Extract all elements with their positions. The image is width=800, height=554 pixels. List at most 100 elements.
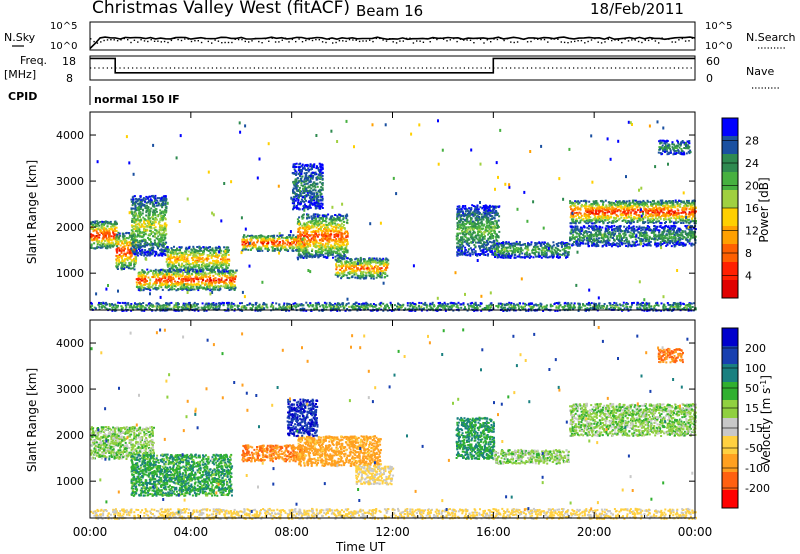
scatter-cell	[288, 245, 291, 247]
scatter-cell	[164, 237, 167, 240]
scatter-cell	[159, 227, 162, 230]
scatter-cell	[368, 260, 371, 263]
scatter-cell	[363, 261, 366, 264]
scatter-cell	[134, 225, 137, 228]
scatter-cell	[365, 262, 367, 265]
scatter-cell	[122, 235, 125, 238]
scatter-cell	[200, 254, 203, 257]
scatter-cell	[226, 261, 229, 264]
scatter-cell	[317, 189, 320, 192]
scatter-cell	[348, 277, 351, 280]
scatter-cell	[487, 238, 490, 241]
scatter-cell	[220, 277, 223, 280]
scatter-cell	[115, 221, 118, 224]
scatter-cell	[338, 272, 341, 275]
scatter-cell	[490, 230, 493, 233]
scatter-cell	[151, 220, 154, 223]
scatter-cell	[141, 250, 144, 253]
scatter-cell	[185, 249, 188, 252]
scatter-cell	[486, 207, 489, 210]
scatter-cell	[150, 222, 153, 225]
scatter-cell	[309, 227, 312, 230]
scatter-cell	[336, 226, 338, 229]
scatter-cell	[110, 223, 113, 225]
scatter-cell	[100, 223, 103, 226]
scatter-cell	[293, 180, 296, 183]
scatter-cell	[153, 221, 156, 224]
scatter-cell	[296, 249, 299, 252]
scatter-cell	[291, 246, 294, 249]
scatter-cell	[130, 252, 132, 255]
scatter-cell	[382, 257, 385, 260]
scatter-cell	[209, 269, 212, 272]
scatter-cell	[192, 256, 195, 259]
scatter-cell	[304, 242, 307, 245]
scatter-cell	[226, 246, 229, 249]
scatter-cell	[466, 243, 469, 246]
scatter-cell	[460, 237, 463, 240]
scatter-cell	[332, 250, 335, 253]
scatter-cell	[130, 210, 133, 213]
scatter-cell	[171, 284, 174, 287]
scatter-cell	[127, 237, 130, 240]
scatter-cell	[483, 243, 485, 246]
scatter-cell	[90, 235, 93, 238]
scatter-cell	[210, 279, 212, 282]
scatter-cell	[311, 193, 314, 196]
scatter-cell	[131, 259, 134, 262]
scatter-cell	[307, 224, 310, 227]
scatter-cell	[180, 253, 183, 256]
scatter-cell	[157, 231, 160, 234]
scatter-cell	[97, 246, 100, 249]
scatter-cell	[153, 276, 156, 278]
scatter-cell	[215, 248, 218, 251]
scatter-cell	[313, 203, 316, 206]
scatter-cell	[299, 194, 302, 197]
scatter-cell	[242, 236, 245, 238]
scatter-cell	[233, 284, 236, 287]
scatter-cell	[326, 251, 329, 253]
scatter-cell	[182, 280, 184, 283]
freq-tick-top: 18	[62, 55, 76, 68]
scatter-cell	[314, 204, 317, 207]
nsearch-point	[244, 40, 246, 43]
scatter-cell	[345, 239, 348, 242]
scatter-cell	[96, 220, 99, 223]
scatter-cell	[289, 234, 292, 237]
scatter-cell	[204, 282, 207, 285]
scatter-cell	[298, 186, 301, 189]
scatter-cell	[292, 190, 295, 193]
scatter-cell	[219, 263, 221, 266]
scatter-cell	[303, 232, 306, 235]
scatter-cell	[461, 246, 464, 249]
scatter-cell	[298, 240, 301, 242]
scatter-cell	[165, 199, 168, 202]
scatter-cell	[137, 203, 140, 206]
scatter-cell	[326, 226, 329, 229]
scatter-cell	[185, 266, 188, 269]
scatter-cell	[486, 222, 489, 225]
scatter-cell	[136, 217, 139, 220]
nsearch-point	[157, 40, 159, 42]
scatter-cell	[161, 210, 164, 213]
scatter-cell	[369, 275, 371, 278]
scatter-cell	[118, 248, 121, 251]
scatter-cell	[133, 246, 135, 249]
nsearch-point	[140, 39, 142, 41]
scatter-cell	[482, 248, 485, 251]
scatter-cell	[136, 226, 138, 229]
scatter-cell	[298, 243, 301, 246]
scatter-cell	[304, 177, 306, 180]
scatter-cell	[343, 248, 346, 251]
scatter-cell	[302, 231, 305, 234]
scatter-cell	[129, 255, 132, 258]
scatter-cell	[146, 220, 149, 223]
scatter-cell	[148, 221, 151, 224]
scatter-cell	[313, 173, 316, 176]
scatter-cell	[320, 244, 322, 247]
scatter-cell	[386, 266, 389, 269]
scatter-cell	[113, 223, 116, 226]
scatter-cell	[96, 223, 99, 226]
scatter-cell	[310, 202, 313, 205]
scatter-cell	[293, 238, 295, 241]
